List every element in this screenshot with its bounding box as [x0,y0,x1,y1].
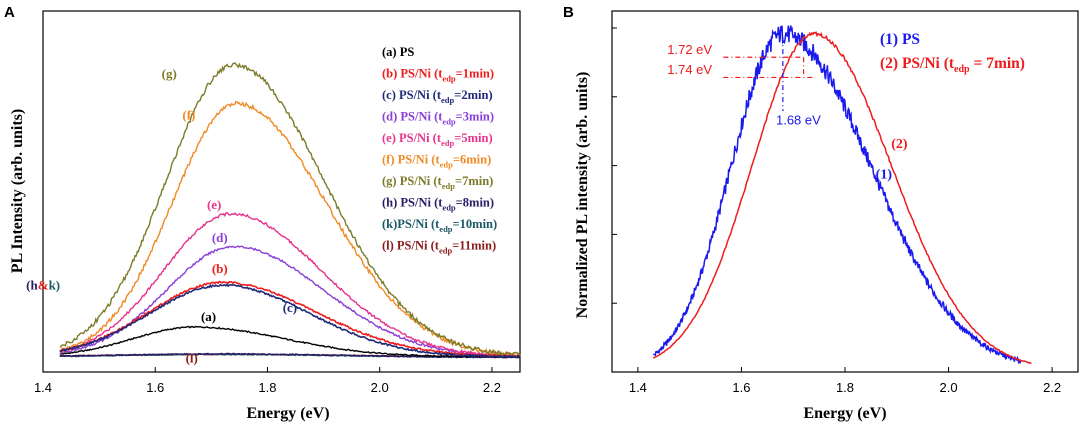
curve-blue [652,25,1022,365]
panel-b: B 1.4 1.6 1.8 2.0 2.2 1.72 eV1.74 eV1.68 eV … [563,4,1079,422]
curve-b [59,280,521,358]
panel-b-legend: (1) PS (2) PS/Ni (tedp = 7min) [880,31,1025,75]
curve-label-e: (e) [207,197,221,212]
panel-a-curves [59,62,521,359]
legend-entry-a: (a) PS [382,45,414,59]
panel-a-x-axis-label: Energy (eV) [246,405,329,422]
curve-d [59,245,521,359]
curve-label-g: (g) [162,66,177,81]
legend-entry-e: (e) PS/Ni (tedp=5min) [382,131,493,148]
panel-a-legend: (a) PS (b) PS/Ni (tedp=1min) (c) PS/Ni (te… [382,45,497,256]
panel-b-curve-labels: (1) (2) [876,137,908,182]
panel-a-hk-label: (h&k) [26,277,60,292]
legend-entry-k: (k)PS/Ni (tedp=10min) [382,217,497,234]
panel-b-curves [652,25,1032,365]
panel-b-x-axis-label: Energy (eV) [803,405,886,422]
panel-a-x-tick-label: 2.0 [371,380,389,395]
panel-a-label: A [4,4,15,21]
annotation-label: 1.74 eV [667,62,712,77]
curve-label-c: (c) [283,300,297,315]
curve-a [59,325,521,359]
legend-entry-b: (b) PS/Ni (tedp=1min) [382,67,494,84]
panel-a-y-axis-label: PL Intensity (arb. units) [9,109,26,273]
legend-entry-d: (d) PS/Ni (tedp=3min) [382,110,494,127]
curve-label-a: (a) [201,309,216,324]
panel-b-x-tick-label: 1.8 [836,380,854,395]
panel-a: A 1.4 1.6 1.8 2.0 2.2 (a)(b)(c)(d)(e)(f)(g)(… [4,4,521,422]
legend-entry-c: (c) PS/Ni (tedp=2min) [382,88,493,105]
panel-a-x-tick-label: 1.4 [34,380,52,395]
legend-entry-blue: (1) PS [880,31,920,48]
panel-a-x-tick-label: 1.6 [146,380,164,395]
curve-label-red: (2) [891,137,908,152]
panel-a-x-tick-label: 2.2 [483,380,501,395]
panel-a-frame [42,10,521,373]
panel-a-curve-labels: (a) (b) (c) (d) (e) (f) (g) (l) [162,66,297,366]
curve-h [59,352,521,359]
annotation-label: 1.68 eV [776,113,821,128]
curve-label-blue: (1) [876,167,893,182]
curve-c [59,283,521,359]
curve-label-d: (d) [212,230,228,245]
legend-entry-g: (g) PS/Ni (tedp=7min) [382,174,493,191]
panel-b-x-tick-label: 1.6 [732,380,750,395]
legend-entry-h: (h) PS/Ni (tedp=8min) [382,196,494,213]
curve-label-f: (f) [182,108,195,123]
panel-a-x-tick-label: 1.8 [258,380,276,395]
panel-a-x-ticks: 1.4 1.6 1.8 2.0 2.2 [34,367,501,395]
curve-label-l: (l) [186,350,198,365]
curve-label-b: (b) [212,261,228,276]
annotation-label: 1.72 eV [667,42,712,57]
panel-b-x-tick-label: 2.0 [940,380,958,395]
panel-b-x-ticks: 1.4 1.6 1.8 2.0 2.2 [629,367,1061,395]
panel-b-x-tick-label: 1.4 [629,380,647,395]
legend-entry-red: (2) PS/Ni (tedp = 7min) [880,55,1025,75]
panel-b-label: B [563,4,574,21]
legend-entry-l: (l) PS/Ni (tedp=11min) [382,239,496,256]
legend-entry-f: (f) PS/Ni (tedp=6min) [382,153,491,170]
panel-b-y-ticks [612,27,617,373]
curve-red [652,31,1032,365]
panel-b-y-axis-label: Normalized PL intensity (arb. units) [574,72,591,319]
curve-e [59,211,521,359]
panel-b-x-tick-label: 2.2 [1043,380,1061,395]
curve-g [59,62,521,358]
panel-b-annotations: 1.72 eV 1.74 eV 1.68 eV [667,37,821,128]
curve-f [59,100,521,358]
